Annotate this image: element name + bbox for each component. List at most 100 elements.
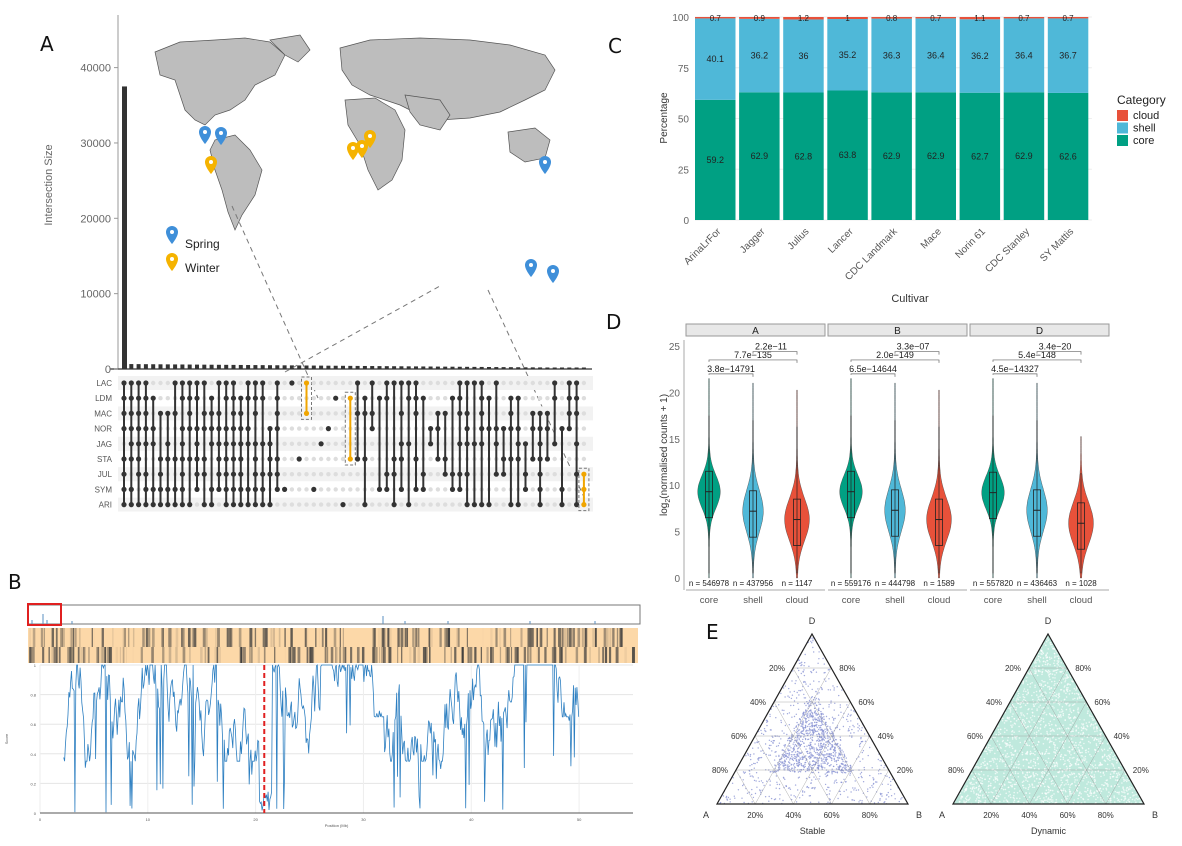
e-point (1029, 785, 1031, 787)
e-point (1067, 749, 1069, 752)
e-point (857, 730, 859, 732)
e-tick-left: 60% (967, 732, 983, 741)
a-dot-filled (179, 441, 185, 447)
e-point (794, 796, 797, 798)
e-point (797, 771, 800, 773)
a-dot-filled (274, 395, 280, 401)
e-point (786, 713, 789, 715)
e-point (1073, 687, 1076, 690)
a-bar (435, 366, 440, 369)
a-dot-empty (559, 396, 565, 401)
e-point (1093, 728, 1095, 730)
e-ternary-stable: 20%20%20%40%40%40%60%60%60%80%80%80%A BDS… (703, 616, 922, 836)
e-point (1117, 799, 1120, 801)
e-point (860, 771, 863, 774)
e-point (1024, 776, 1027, 778)
e-point (807, 738, 809, 741)
b-heatmap-stripe (480, 647, 482, 663)
e-point (1010, 773, 1012, 776)
e-point (1047, 785, 1049, 788)
a-dot-empty (326, 487, 331, 492)
e-point (1032, 773, 1034, 775)
e-point (823, 742, 825, 745)
b-heatmap-stripe (189, 647, 191, 663)
e-point (1089, 790, 1092, 793)
e-point (1065, 696, 1068, 698)
e-point (1031, 783, 1033, 785)
b-heatmap-stripe (604, 647, 608, 663)
e-point (1096, 730, 1098, 732)
e-point (1039, 695, 1041, 698)
e-point (1050, 740, 1053, 743)
e-point (1040, 694, 1042, 696)
ternary-plots: 20%20%20%40%40%40%60%60%60%80%80%80%A BDS… (703, 616, 1158, 836)
a-dot-filled (252, 486, 258, 492)
e-point (983, 758, 986, 760)
e-point (1076, 789, 1078, 792)
b-heatmap-stripe (162, 647, 165, 663)
e-point (836, 763, 838, 766)
e-point (1056, 765, 1059, 767)
b-heatmap-stripe (192, 628, 194, 649)
a-dot-empty (216, 502, 222, 507)
e-point (764, 730, 766, 732)
a-dot-filled (530, 426, 536, 432)
b-heatmap-stripe (110, 647, 113, 663)
e-tick-bottom: 60% (1060, 811, 1076, 820)
e-point (796, 735, 798, 737)
e-point (836, 781, 838, 784)
b-heatmap-stripe (306, 647, 309, 663)
e-point (797, 730, 800, 732)
e-point (810, 722, 812, 724)
e-point (1103, 774, 1105, 776)
e-point (1084, 749, 1087, 752)
e-point (783, 732, 785, 734)
e-point (797, 751, 799, 753)
e-point (979, 800, 982, 802)
e-point (995, 763, 998, 765)
d-facet-label: D (1036, 326, 1043, 337)
e-point (812, 764, 814, 767)
e-point (860, 736, 862, 739)
e-point (742, 784, 744, 787)
a-bar (428, 366, 433, 369)
e-point (1017, 690, 1019, 693)
e-point (1016, 792, 1019, 794)
e-point (1135, 797, 1137, 800)
e-point (1060, 783, 1063, 786)
a-dot-filled (435, 410, 441, 416)
e-point (1011, 715, 1013, 718)
c-bar-core (959, 92, 1001, 220)
e-point (1022, 693, 1024, 696)
e-point (1086, 793, 1089, 796)
winter-pin-icon (205, 156, 217, 174)
e-point (824, 737, 827, 739)
e-point (1045, 759, 1047, 762)
b-heatmap-stripe (70, 628, 74, 649)
e-point (980, 770, 983, 773)
e-point (1043, 660, 1045, 663)
b-heatmap-stripe (447, 628, 450, 649)
e-point (965, 787, 968, 790)
e-point (825, 715, 828, 718)
e-point (1060, 682, 1063, 684)
a-dot-filled (574, 395, 580, 401)
a-dot-filled (230, 441, 237, 447)
d-y-tick-label: 0 (674, 574, 680, 585)
e-point (1061, 800, 1064, 802)
e-point (781, 730, 783, 732)
e-point (829, 756, 831, 758)
guide-line (231, 205, 319, 399)
e-point (787, 764, 789, 766)
e-point (898, 800, 900, 803)
e-point (1051, 723, 1053, 726)
e-point (766, 721, 768, 723)
e-point (797, 762, 799, 764)
e-point (1046, 774, 1048, 776)
e-point (1062, 756, 1065, 759)
e-point (1059, 701, 1061, 704)
a-dot-empty (501, 487, 506, 492)
e-point (827, 725, 829, 727)
a-y-tick-label: 10000 (80, 289, 111, 301)
b-heatmap-stripe (59, 647, 61, 663)
